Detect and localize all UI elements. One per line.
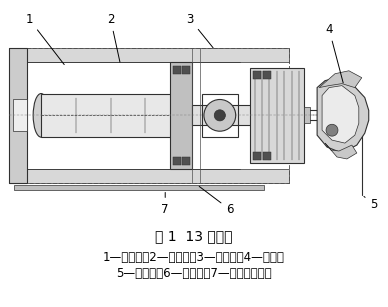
Text: 2: 2 (107, 13, 120, 62)
Polygon shape (170, 62, 192, 169)
Polygon shape (9, 48, 27, 183)
Polygon shape (182, 157, 190, 165)
Polygon shape (173, 157, 181, 165)
Polygon shape (192, 105, 255, 125)
Text: 4: 4 (325, 23, 343, 83)
Text: 7: 7 (161, 192, 169, 216)
Polygon shape (325, 143, 357, 159)
Polygon shape (182, 66, 190, 74)
Text: 5—钉舌销；6—前从板；7—钉尾框托板。: 5—钉舌销；6—前从板；7—钉尾框托板。 (116, 267, 272, 280)
Text: 1: 1 (26, 13, 64, 64)
Polygon shape (322, 86, 359, 143)
Polygon shape (13, 99, 27, 131)
Text: 图 1  13 号车钉: 图 1 13 号车钉 (155, 229, 233, 243)
Ellipse shape (33, 94, 49, 137)
Polygon shape (14, 185, 265, 190)
Polygon shape (249, 68, 304, 163)
Polygon shape (253, 71, 260, 79)
Polygon shape (263, 71, 272, 79)
Polygon shape (41, 94, 190, 137)
Polygon shape (9, 48, 289, 62)
Polygon shape (253, 152, 260, 160)
Text: 3: 3 (186, 13, 213, 48)
Circle shape (214, 110, 225, 121)
Polygon shape (178, 95, 190, 135)
Text: 5: 5 (364, 196, 378, 211)
Text: 6: 6 (199, 186, 234, 216)
Polygon shape (304, 107, 310, 123)
Circle shape (204, 99, 236, 131)
Polygon shape (317, 78, 369, 153)
Polygon shape (319, 71, 362, 87)
Circle shape (326, 124, 338, 136)
Text: 1—钉尾框；2—缓冲器；3—钉尾销；4—钉舌；: 1—钉尾框；2—缓冲器；3—钉尾销；4—钉舌； (103, 251, 285, 263)
Polygon shape (173, 66, 181, 74)
Polygon shape (9, 169, 289, 183)
Polygon shape (263, 152, 272, 160)
